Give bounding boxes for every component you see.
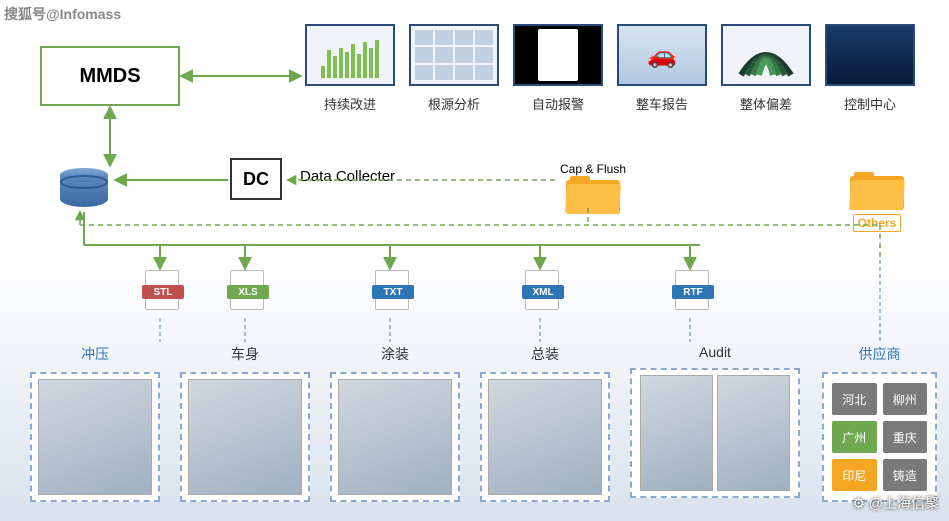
dc-full-label: Data Collecter bbox=[300, 168, 395, 185]
module-row: 持续改进 根源分析 自动报警 🚗 整车报告 整体偏差 控制中心 bbox=[305, 24, 915, 113]
station-label: 冲压 bbox=[30, 344, 160, 364]
station-4: Audit bbox=[630, 344, 800, 498]
station-2: 涂装 bbox=[330, 344, 460, 502]
module-3: 🚗 整车报告 bbox=[617, 24, 707, 113]
module-0: 持续改进 bbox=[305, 24, 395, 113]
cap-flush-label: Cap & Flush bbox=[560, 162, 626, 176]
module-thumb: 🚗 bbox=[617, 24, 707, 86]
file-badge: TXT bbox=[372, 285, 414, 299]
module-label: 根源分析 bbox=[428, 94, 480, 113]
station-box: 河北柳州广州重庆印尼铸造 bbox=[822, 372, 937, 502]
station-0: 冲压 bbox=[30, 344, 160, 502]
file-badge: XLS bbox=[227, 285, 269, 299]
module-label: 持续改进 bbox=[324, 94, 376, 113]
station-box bbox=[630, 368, 800, 498]
station-image bbox=[338, 379, 452, 495]
station-image bbox=[38, 379, 152, 495]
module-5: 控制中心 bbox=[825, 24, 915, 113]
station-5: 供应商河北柳州广州重庆印尼铸造 bbox=[822, 344, 937, 502]
station-box bbox=[30, 372, 160, 502]
station-label: 车身 bbox=[180, 344, 310, 364]
module-2: 自动报警 bbox=[513, 24, 603, 113]
station-3: 总装 bbox=[480, 344, 610, 502]
station-label: 供应商 bbox=[822, 344, 937, 364]
module-thumb bbox=[305, 24, 395, 86]
watermark-source: 搜狐号@Infomass bbox=[4, 4, 121, 24]
module-label: 整体偏差 bbox=[740, 94, 792, 113]
dc-node: DC bbox=[230, 158, 282, 200]
module-1: 根源分析 bbox=[409, 24, 499, 113]
station-box bbox=[330, 372, 460, 502]
module-thumb bbox=[825, 24, 915, 86]
file-badge: XML bbox=[522, 285, 564, 299]
cap-flush-folder: Cap & Flush bbox=[560, 160, 626, 214]
supplier-cell: 重庆 bbox=[883, 421, 928, 453]
mmds-node: MMDS bbox=[40, 46, 180, 106]
database-icon bbox=[60, 168, 108, 210]
watermark-company: @上海信聚 bbox=[852, 493, 939, 513]
station-label: 总装 bbox=[480, 344, 610, 364]
module-thumb bbox=[513, 24, 603, 86]
others-folder: Others bbox=[850, 172, 904, 232]
station-label: Audit bbox=[630, 344, 800, 360]
supplier-cell: 河北 bbox=[832, 383, 877, 415]
supplier-cell: 铸造 bbox=[883, 459, 928, 491]
station-image bbox=[717, 375, 790, 491]
module-label: 整车报告 bbox=[636, 94, 688, 113]
station-box bbox=[480, 372, 610, 502]
supplier-cell: 广州 bbox=[832, 421, 877, 453]
module-label: 自动报警 bbox=[532, 94, 584, 113]
station-image bbox=[488, 379, 602, 495]
others-label: Others bbox=[853, 214, 902, 232]
module-4: 整体偏差 bbox=[721, 24, 811, 113]
supplier-cell: 印尼 bbox=[832, 459, 877, 491]
module-label: 控制中心 bbox=[844, 94, 896, 113]
file-icon-xml: XML bbox=[520, 270, 564, 310]
supplier-cell: 柳州 bbox=[883, 383, 928, 415]
file-badge: STL bbox=[142, 285, 184, 299]
station-label: 涂装 bbox=[330, 344, 460, 364]
module-thumb bbox=[409, 24, 499, 86]
file-icon-xls: XLS bbox=[225, 270, 269, 310]
file-icon-stl: STL bbox=[140, 270, 184, 310]
station-image bbox=[188, 379, 302, 495]
station-box bbox=[180, 372, 310, 502]
file-icon-txt: TXT bbox=[370, 270, 414, 310]
file-icon-rtf: RTF bbox=[670, 270, 714, 310]
module-thumb bbox=[721, 24, 811, 86]
station-image bbox=[640, 375, 713, 491]
file-badge: RTF bbox=[672, 285, 714, 299]
station-1: 车身 bbox=[180, 344, 310, 502]
